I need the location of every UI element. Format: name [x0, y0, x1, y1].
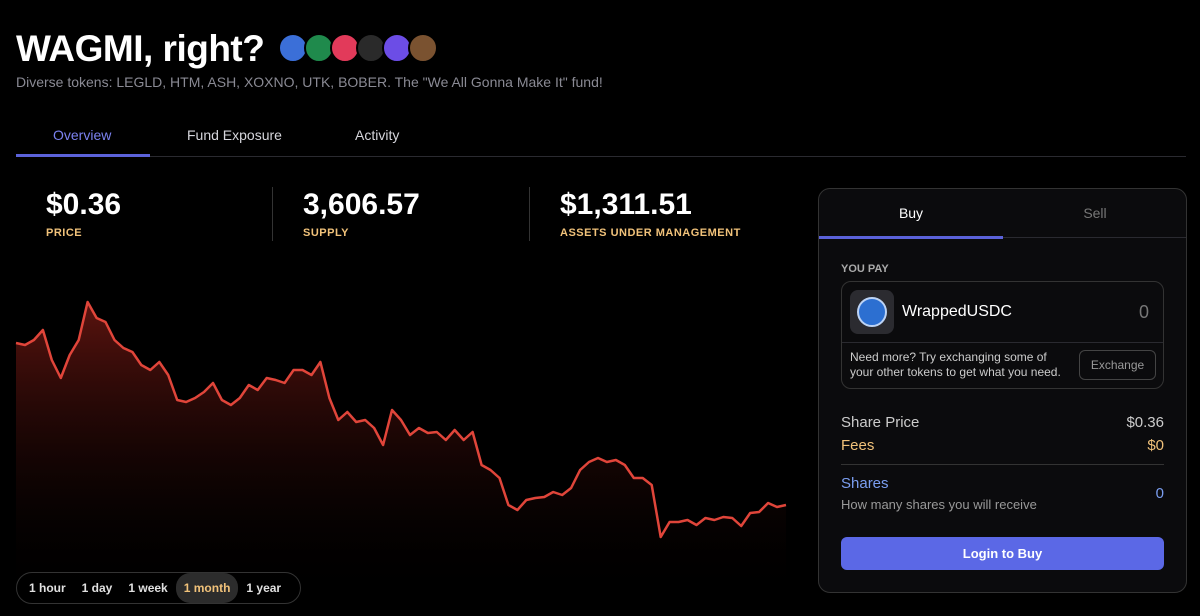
stat-value: $0.36 [46, 188, 122, 221]
share-price-label: Share Price [841, 414, 920, 431]
range-button[interactable]: 1 week [128, 581, 168, 595]
icon [304, 33, 334, 63]
shares-label: Shares [841, 475, 889, 492]
usdc-icon [857, 297, 887, 327]
tab[interactable]: Overview [53, 127, 112, 143]
stat-value: 3,606.57 [303, 188, 420, 221]
login-button[interactable]: Login to Buy [841, 537, 1164, 570]
icon [408, 33, 438, 63]
token-icon [850, 290, 894, 334]
buy-tab[interactable]: Buy [898, 205, 924, 221]
pay-label: YOU PAY [841, 263, 889, 275]
separator [529, 187, 530, 241]
area [16, 302, 786, 600]
pay-box: WrappedUSDC 0 Need more? Try exchanging … [841, 281, 1164, 389]
tab-indicator [16, 154, 150, 157]
stat-value: $1,311.51 [560, 188, 692, 221]
amount-input[interactable]: 0 [1138, 302, 1149, 322]
share-price: $0.36 [1126, 414, 1164, 431]
divider [841, 464, 1164, 465]
stat-label: SUPPLY [303, 227, 350, 239]
range-button[interactable]: 1 month [175, 573, 239, 603]
icon [330, 33, 360, 63]
fees: $0 [1147, 437, 1164, 454]
shares: 0 [1155, 485, 1164, 502]
title: WAGMI, right? [16, 28, 265, 69]
divider [16, 156, 1186, 157]
icon [382, 33, 412, 63]
hint: Need more? Try exchanging some of your o… [850, 350, 1061, 379]
divider [842, 342, 1163, 343]
stat-label: PRICE [46, 227, 83, 239]
range-button[interactable]: 1 hour [29, 581, 66, 595]
price-chart [15, 300, 787, 600]
subtitle: Diverse tokens: LEGLD, HTM, ASH, XOXNO, … [16, 74, 603, 90]
exchange-button[interactable]: Exchange [1079, 350, 1156, 380]
price-line [15, 300, 787, 539]
range-selector: 1 hour 1 day 1 week 1 month 1 year [16, 572, 301, 604]
tab-indicator [819, 236, 1003, 239]
shares-hint: How many shares you will receive [841, 497, 1037, 512]
token-icons [278, 33, 438, 63]
range-button[interactable]: 1 year [246, 581, 282, 595]
tab[interactable]: Activity [355, 127, 400, 143]
stat-label: ASSETS UNDER MANAGEMENT [560, 227, 741, 239]
token-name: WrappedUSDC [902, 303, 1012, 320]
range-button[interactable]: 1 day [81, 581, 113, 595]
fees-label: Fees [841, 437, 875, 454]
sell-tab[interactable]: Sell [1083, 205, 1107, 221]
trade-panel: Buy Sell YOU PAY WrappedUSDC 0 Need more… [818, 188, 1187, 593]
tab[interactable]: Fund Exposure [187, 127, 282, 143]
separator [272, 187, 273, 241]
